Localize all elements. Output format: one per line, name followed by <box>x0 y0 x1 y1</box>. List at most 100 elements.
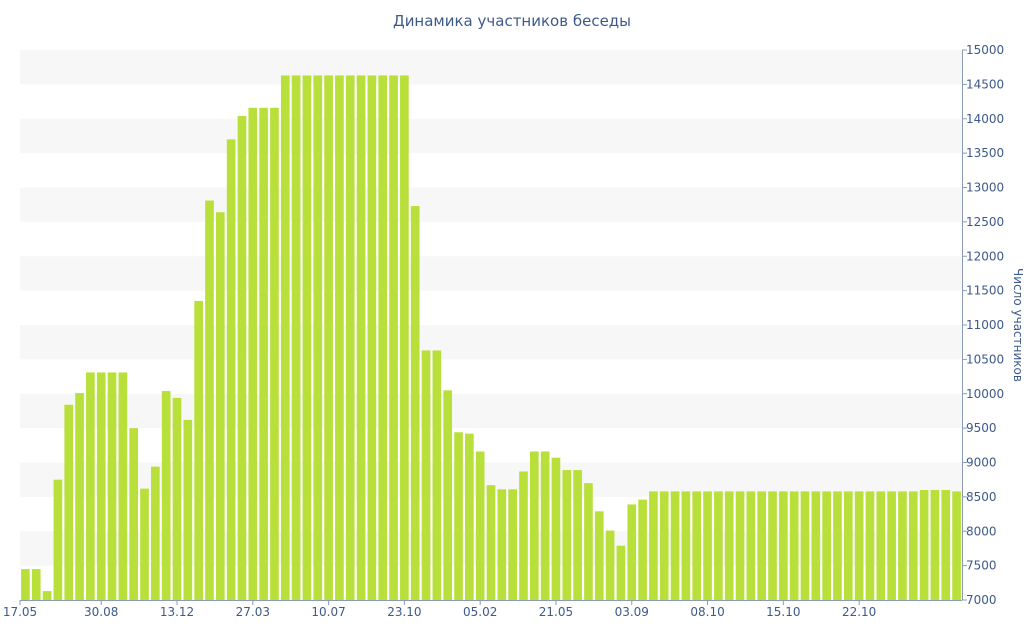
bar <box>151 466 160 601</box>
bar <box>259 107 268 600</box>
grid-band <box>20 393 962 429</box>
chart-title: Динамика участников беседы <box>392 12 632 30</box>
bar <box>183 419 193 601</box>
bar <box>378 75 388 600</box>
bar <box>681 491 691 601</box>
x-axis-ticks: 17.05 30.08 13.12 27.03 10.07 23.10 05.02 21.05… <box>3 600 876 619</box>
bar <box>205 200 214 600</box>
bar <box>800 491 810 601</box>
y-tick-label: 9000 <box>966 456 997 470</box>
bar <box>843 491 853 601</box>
bar <box>865 491 875 601</box>
bar <box>302 75 312 600</box>
bar <box>724 491 734 601</box>
bar <box>952 491 961 601</box>
bar <box>486 485 496 600</box>
bar <box>226 139 236 601</box>
x-tick-label: 15.10 <box>766 605 800 619</box>
bar <box>692 491 702 601</box>
y-tick-label: 11500 <box>966 284 1004 298</box>
bar <box>21 569 30 600</box>
bar <box>345 75 355 600</box>
bar <box>86 372 95 600</box>
y-tick-label: 13000 <box>966 181 1004 195</box>
bar <box>573 470 582 600</box>
bar <box>367 75 377 600</box>
bar <box>42 591 52 600</box>
bar <box>96 372 106 600</box>
bar <box>443 390 453 600</box>
bar <box>475 451 485 600</box>
bar <box>335 75 344 600</box>
bar <box>941 490 951 600</box>
grid-band <box>20 187 962 222</box>
bar <box>161 391 171 600</box>
bar <box>779 491 788 601</box>
grid-band <box>20 256 962 291</box>
y-tick-label: 7000 <box>966 593 997 607</box>
bar <box>584 483 593 601</box>
bar <box>757 491 767 601</box>
bar <box>324 75 333 600</box>
bar <box>31 569 41 600</box>
bar <box>768 491 777 601</box>
bar <box>194 300 203 600</box>
y-tick-label: 8000 <box>966 524 997 538</box>
bar <box>53 479 63 600</box>
bar <box>746 491 756 601</box>
bar <box>735 491 745 601</box>
bar <box>291 75 301 600</box>
bar <box>898 491 907 601</box>
bar <box>75 393 84 600</box>
bar <box>605 530 615 600</box>
bar <box>237 116 247 600</box>
bar <box>540 451 550 600</box>
bar <box>129 428 139 601</box>
bar <box>627 504 637 600</box>
bar <box>714 491 723 601</box>
y-tick-label: 13500 <box>966 146 1004 160</box>
bar <box>64 404 74 600</box>
bar <box>833 491 842 601</box>
x-tick-label: 03.09 <box>615 605 649 619</box>
y-axis-ticks: 7000 7500 8000 8500 9000 9500 10000 10500 11000 1… <box>962 43 1004 607</box>
y-tick-label: 12500 <box>966 215 1004 229</box>
bar <box>215 212 225 600</box>
y-tick-label: 10000 <box>966 387 1004 401</box>
y-axis-label: Число участников <box>1011 268 1024 382</box>
bar <box>822 491 831 601</box>
y-tick-label: 15000 <box>966 43 1004 57</box>
bar <box>908 491 918 601</box>
x-tick-label: 10.07 <box>311 605 345 619</box>
bar <box>703 491 712 601</box>
bar <box>876 491 886 601</box>
bar <box>140 488 149 601</box>
x-tick-label: 23.10 <box>387 605 421 619</box>
bar <box>930 490 940 600</box>
grid-band <box>20 50 962 85</box>
bar <box>519 471 528 600</box>
bar <box>659 491 669 601</box>
bar <box>854 491 864 601</box>
x-tick-label: 30.08 <box>84 605 118 619</box>
y-tick-label: 11000 <box>966 318 1004 332</box>
bar <box>508 489 517 600</box>
bar <box>270 107 279 600</box>
bar <box>400 75 409 600</box>
bar <box>356 75 366 600</box>
bar <box>172 397 182 601</box>
bar <box>280 75 290 600</box>
y-tick-label: 12000 <box>966 249 1004 263</box>
y-tick-label: 7500 <box>966 559 997 573</box>
bar <box>389 75 398 600</box>
bar <box>248 107 258 600</box>
bar <box>118 372 128 600</box>
y-tick-label: 8500 <box>966 490 997 504</box>
bar <box>594 511 604 600</box>
y-tick-label: 14500 <box>966 77 1004 91</box>
x-tick-label: 17.05 <box>3 605 37 619</box>
bar <box>789 491 799 601</box>
x-tick-label: 22.10 <box>842 605 876 619</box>
bar <box>811 491 821 601</box>
grid-band <box>20 325 962 360</box>
